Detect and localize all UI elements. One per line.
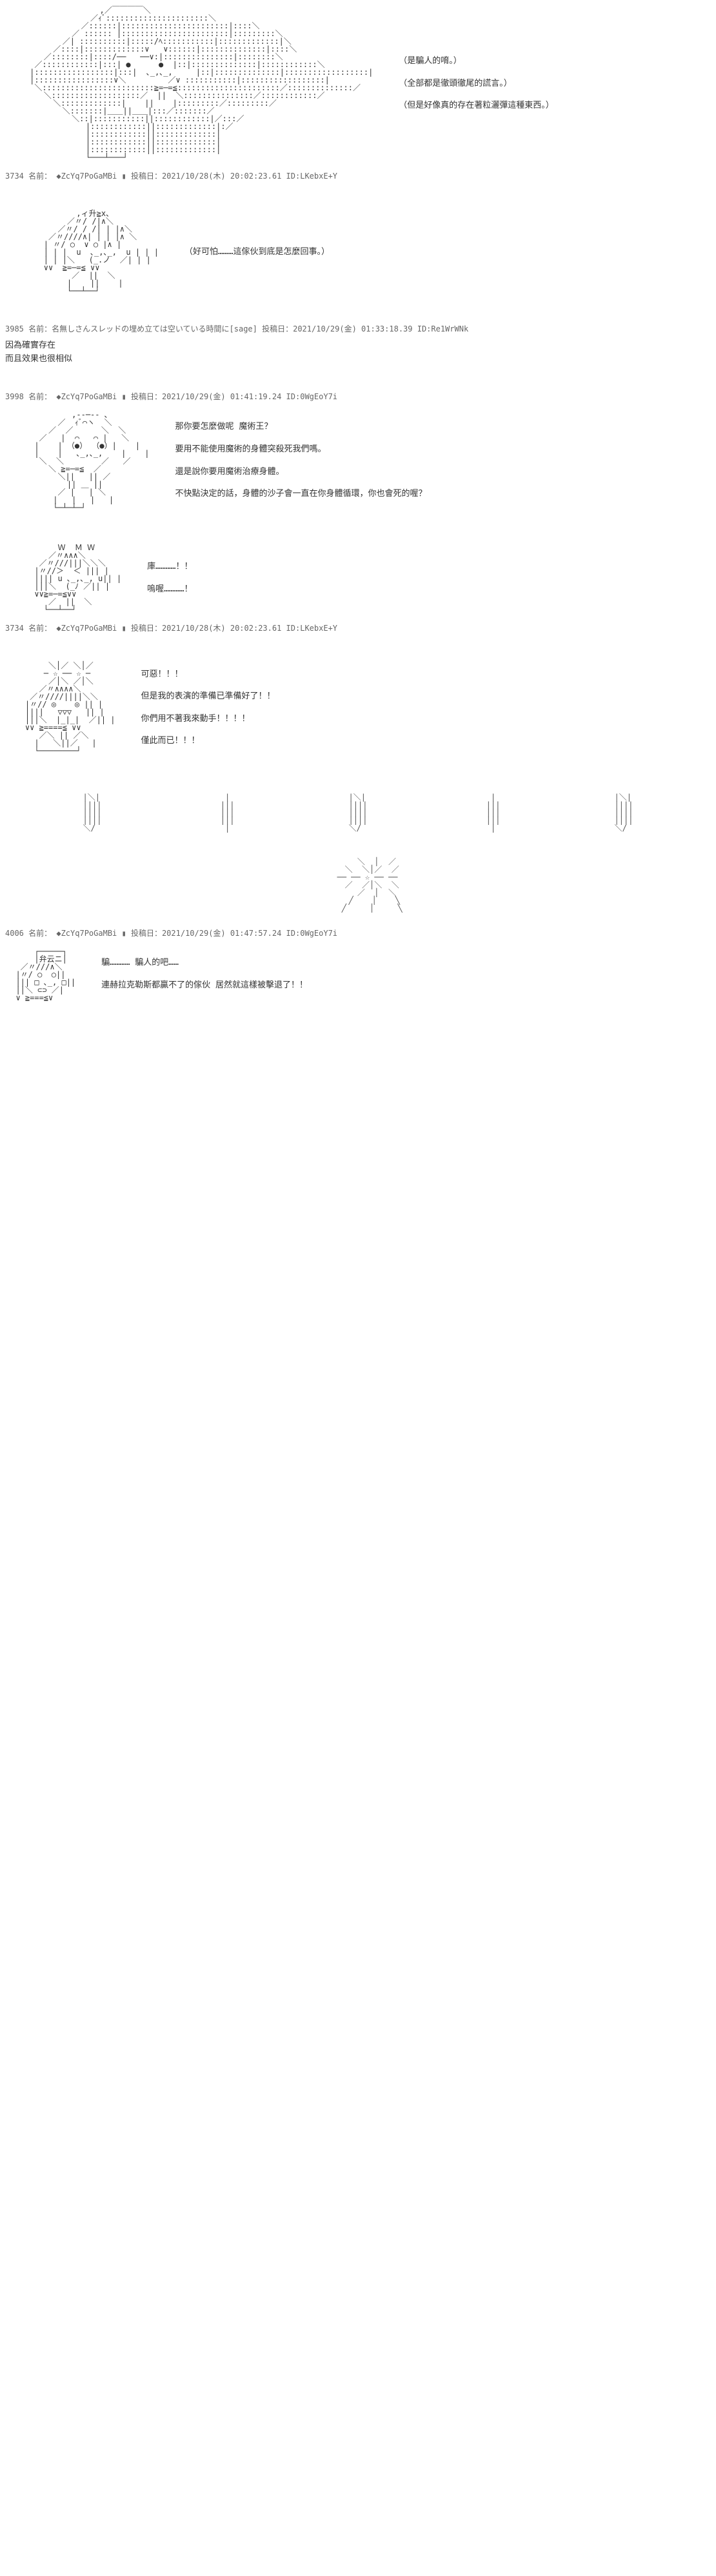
comment-line: 因為確實存在 (5, 339, 711, 353)
ascii-art-portrait-2: ,ィ升≧x、 ／〃/ /|∧＼ ／〃/ / /| | |∧＼ ／〃////∧| … (6, 210, 159, 295)
crystal-shape: | ||| ||| ||| | (482, 793, 501, 832)
post-content: ,ィ升≧x、 ／〃/ /|∧＼ ／〃/ / /| | |∧＼ ／〃////∧| … (0, 203, 716, 301)
dialogue-line: 但是我的表演的準備已準備好了！！ (141, 688, 275, 706)
crystal-row: |＼| |||| |||| |||| ＼/ | ||| ||| ||| | |＼… (0, 780, 716, 845)
ascii-art-portrait-4: Ｗ Ｍ Ｗ ／〃∧∧∧＼ ／〃///|||＼＼＼ |〃//＞ ＜ ||| | |… (6, 544, 121, 613)
dialogue-block: 騙………… 騙人的吧…… 連赫拉克勒斯都贏不了的傢伙 居然就這樣被擊退了！！ (101, 950, 308, 998)
post-content: ＼│／ ＼│／ ─ ☆ ── ☆ ─ ／│＼ ／│＼ ／〃∧∧∧∧＼ ／〃///… (0, 655, 716, 761)
crystal-shape: |＼| |||| |||| |||| ＼/ (349, 793, 368, 832)
dialogue-block: 可惡！！！ 但是我的表演的準備已準備好了！！ 你們用不著我來動手！！！！ 僅此而… (141, 662, 275, 755)
dialogue-line: 還是說你要用魔術治療身體。 (175, 463, 427, 482)
dialogue-line: 僅此而已！！！ (141, 732, 275, 751)
post-block: Ｗ Ｍ Ｗ ／〃∧∧∧＼ ／〃///|||＼＼＼ |〃//＞ ＜ ||| | |… (0, 537, 716, 636)
post-block: 4006 名前： ◆ZcYq7PoGaMBi ▮ 投稿日：2021/10/29(… (0, 925, 716, 1008)
ascii-art-portrait-6: ┌─────┐ |弁云ニ| ／〃///∧＼ |〃/ ○ ○|| ||| □ ､_… (6, 947, 75, 1002)
dialogue-line: 連赫拉克勒斯都贏不了的傢伙 居然就這樣被擊退了！！ (101, 976, 308, 995)
dialogue-line: 可惡！！！ (141, 666, 275, 684)
post-meta: 3734 名前： ◆ZcYq7PoGaMBi ▮ 投稿日：2021/10/28(… (0, 168, 716, 184)
post-content: ,--─-- ､ ／ ｨﾞ⌒ヽ ＼ ／ ／ ＼ ＼ ／ | ⌒ ⌒ | ＼ | … (0, 404, 716, 518)
comment-line: 而且效果也很相似 (5, 353, 711, 366)
dialogue-line: 嗚喔…………！ (147, 580, 192, 599)
dialogue-block: 庫…………！！ 嗚喔…………！ (147, 554, 192, 602)
dialogue-line: 不快點決定的話，身體的沙子會一直在你身體循環，你也會死的喔？ (175, 485, 427, 504)
post-block: 3998 名前： ◆ZcYq7PoGaMBi ▮ 投稿日：2021/10/29(… (0, 388, 716, 518)
dialogue-line: 要用不能使用魔術的身體突殺死我們嗎。 (175, 441, 427, 459)
ascii-art-portrait-3: ,--─-- ､ ／ ｨﾞ⌒ヽ ＼ ／ ／ ＼ ＼ ／ | ⌒ ⌒ | ＼ | … (6, 411, 150, 511)
crystal-shape: | ||| ||| ||| | (216, 793, 235, 832)
burst-effect: ＼ │ ／ ＼ ＼│／ ／ ── ── ☆ ── ── ／ ／│＼ ＼ ／ │ … (0, 845, 716, 925)
post-block: ,／￣￣￣￣＼ ／ｨﾞ::::::::::::::::::::::＼ ／::::… (0, 0, 716, 184)
post-meta: 4006 名前： ◆ZcYq7PoGaMBi ▮ 投稿日：2021/10/29(… (0, 925, 716, 941)
dialogue-line: （是騙人的唷。） (399, 52, 554, 71)
post-meta: 3998 名前： ◆ZcYq7PoGaMBi ▮ 投稿日：2021/10/29(… (0, 388, 716, 404)
post-content: ┌─────┐ |弁云ニ| ／〃///∧＼ |〃/ ○ ○|| ||| □ ､_… (0, 941, 716, 1008)
dialogue-line: 庫…………！！ (147, 558, 192, 577)
dialogue-line: 你們用不著我來動手！！！！ (141, 710, 275, 729)
dialogue-line: （但是好像真的存在著粒灑彈這種東西。） (399, 97, 554, 115)
dialogue-line: 那你要怎麼做呢 魔術王？ (175, 418, 427, 437)
crystal-shape: |＼| |||| |||| |||| ＼/ (615, 793, 633, 832)
dialogue-line: （好可怕………這傢伙到底是怎麼回事。） (184, 243, 330, 262)
post-content: Ｗ Ｍ Ｗ ／〃∧∧∧＼ ／〃///|||＼＼＼ |〃//＞ ＜ ||| | |… (0, 537, 716, 620)
dialogue-line: 騙………… 騙人的吧…… (101, 954, 308, 973)
comment-text: 因為確實存在 而且效果也很相似 (0, 337, 716, 369)
ascii-art-portrait-1: ,／￣￣￣￣＼ ／ｨﾞ::::::::::::::::::::::＼ ／::::… (6, 6, 373, 161)
post-block: ＼│／ ＼│／ ─ ☆ ── ☆ ─ ／│＼ ／│＼ ／〃∧∧∧∧＼ ／〃///… (0, 655, 716, 761)
post-meta: 3985 名前：名無しさんスレッドの埋め立ては空いている時間に[sage] 投稿… (0, 321, 716, 337)
ascii-art-portrait-5: ＼│／ ＼│／ ─ ☆ ── ☆ ─ ／│＼ ／│＼ ／〃∧∧∧∧＼ ／〃///… (6, 662, 115, 755)
dialogue-block: （好可怕………這傢伙到底是怎麼回事。） (184, 239, 330, 266)
post-block: 3985 名前：名無しさんスレッドの埋め立ては空いている時間に[sage] 投稿… (0, 321, 716, 369)
dialogue-line: （全部都是徹頭徹尾的謊言。） (399, 75, 554, 94)
dialogue-block: 那你要怎麼做呢 魔術王？ 要用不能使用魔術的身體突殺死我們嗎。 還是說你要用魔術… (175, 414, 427, 507)
post-block: ,ィ升≧x、 ／〃/ /|∧＼ ／〃/ / /| | |∧＼ ／〃////∧| … (0, 203, 716, 301)
crystal-shape: |＼| |||| |||| |||| ＼/ (83, 793, 102, 832)
post-meta: 3734 名前： ◆ZcYq7PoGaMBi ▮ 投稿日：2021/10/28(… (0, 620, 716, 636)
dialogue-block: （是騙人的唷。） （全部都是徹頭徹尾的謊言。） （但是好像真的存在著粒灑彈這種東… (399, 48, 554, 119)
post-content: ,／￣￣￣￣＼ ／ｨﾞ::::::::::::::::::::::＼ ／::::… (0, 0, 716, 168)
